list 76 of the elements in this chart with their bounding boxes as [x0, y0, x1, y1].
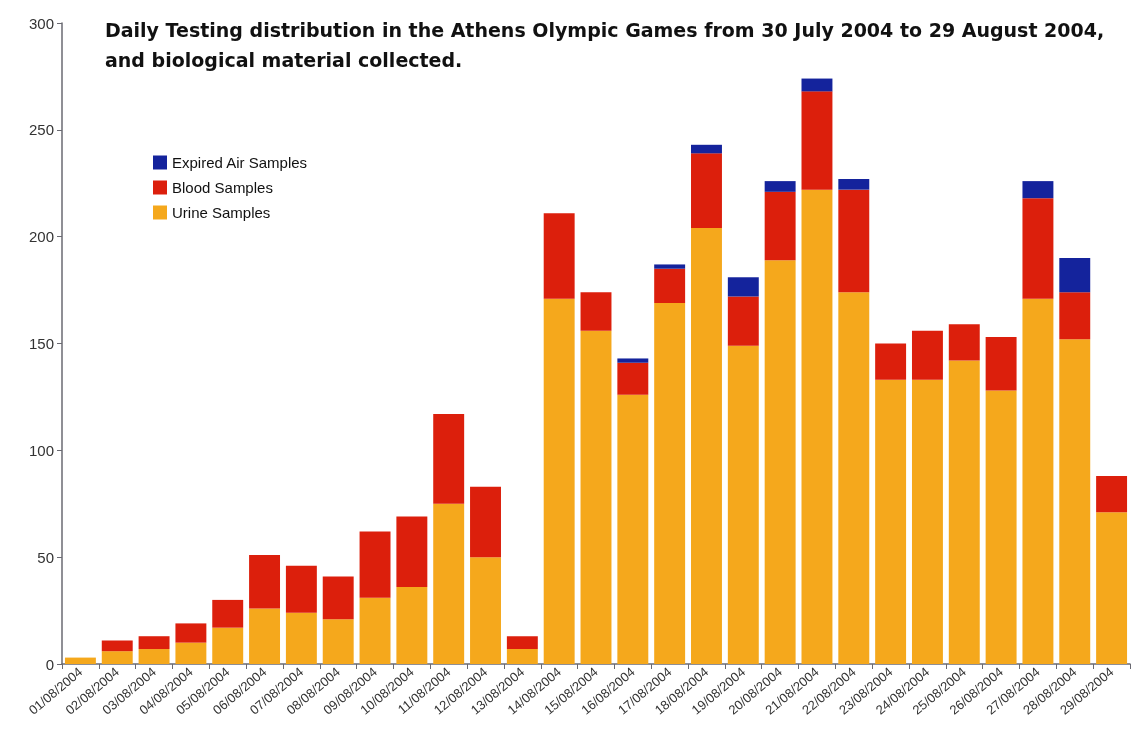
bar [911, 379, 943, 664]
bar [727, 345, 759, 664]
bar [1096, 512, 1128, 664]
bar [359, 531, 391, 598]
bar [691, 228, 722, 664]
y-tick-label: 150 [28, 335, 54, 352]
bar [175, 623, 207, 643]
bar [764, 191, 796, 261]
bar [1022, 298, 1054, 664]
bar [691, 153, 722, 229]
bar [285, 612, 317, 664]
bar [1096, 475, 1128, 513]
bar [543, 298, 575, 664]
bar [212, 627, 244, 664]
y-tick-label: 50 [37, 548, 54, 566]
bar [175, 642, 207, 664]
legend-label: Expired Air Samples [172, 154, 308, 171]
bar [580, 292, 612, 331]
bar [322, 576, 354, 620]
bar [691, 144, 722, 154]
bar [433, 414, 465, 504]
bar [64, 657, 96, 664]
bar [727, 296, 759, 346]
y-tick-label: 100 [28, 441, 54, 459]
bar [470, 557, 501, 664]
bar [1059, 292, 1091, 340]
bar [580, 330, 612, 664]
bar [396, 587, 428, 664]
bar [617, 358, 649, 363]
bar [654, 264, 686, 269]
y-tick-label: 250 [28, 121, 54, 139]
bar [101, 651, 133, 664]
y-tick-label: 300 [28, 14, 54, 32]
bar [801, 91, 833, 190]
bar [617, 362, 649, 395]
bar [875, 379, 907, 664]
bar [764, 260, 796, 664]
bar [506, 636, 538, 650]
bar [249, 608, 281, 664]
bar [654, 302, 686, 664]
bar [948, 360, 980, 664]
bar [1059, 339, 1091, 664]
bar [985, 390, 1017, 664]
legend-label: Blood Samples [172, 179, 273, 196]
bar [101, 640, 133, 652]
bar [396, 516, 428, 588]
bar [985, 337, 1017, 391]
bar [801, 78, 833, 92]
bar [212, 599, 244, 628]
bar [543, 213, 575, 299]
bar [1059, 258, 1091, 293]
bar [875, 343, 907, 380]
bar [764, 181, 796, 192]
bar [948, 324, 980, 361]
bar [506, 649, 538, 664]
bar [1022, 198, 1054, 299]
text: Daily Testing distribution in the Athens Olympic Games from 30 July 2004 to 29 August 2004, and biological material collected. [105, 19, 1111, 71]
bar [654, 268, 686, 303]
bar [138, 649, 170, 664]
bar [322, 619, 354, 664]
bar [470, 486, 501, 558]
bar [617, 394, 649, 664]
bar [285, 565, 317, 613]
bar [359, 597, 391, 664]
bar [727, 277, 759, 297]
bar [801, 189, 833, 664]
bar [1022, 181, 1054, 199]
bar [838, 189, 870, 293]
legend-label: Urine Samples [172, 204, 271, 221]
bar [838, 178, 870, 190]
bar [433, 503, 465, 664]
bar [911, 330, 943, 380]
bar [138, 636, 170, 650]
bar [838, 292, 870, 664]
bar [249, 555, 281, 609]
y-tick-label: 200 [28, 228, 54, 246]
